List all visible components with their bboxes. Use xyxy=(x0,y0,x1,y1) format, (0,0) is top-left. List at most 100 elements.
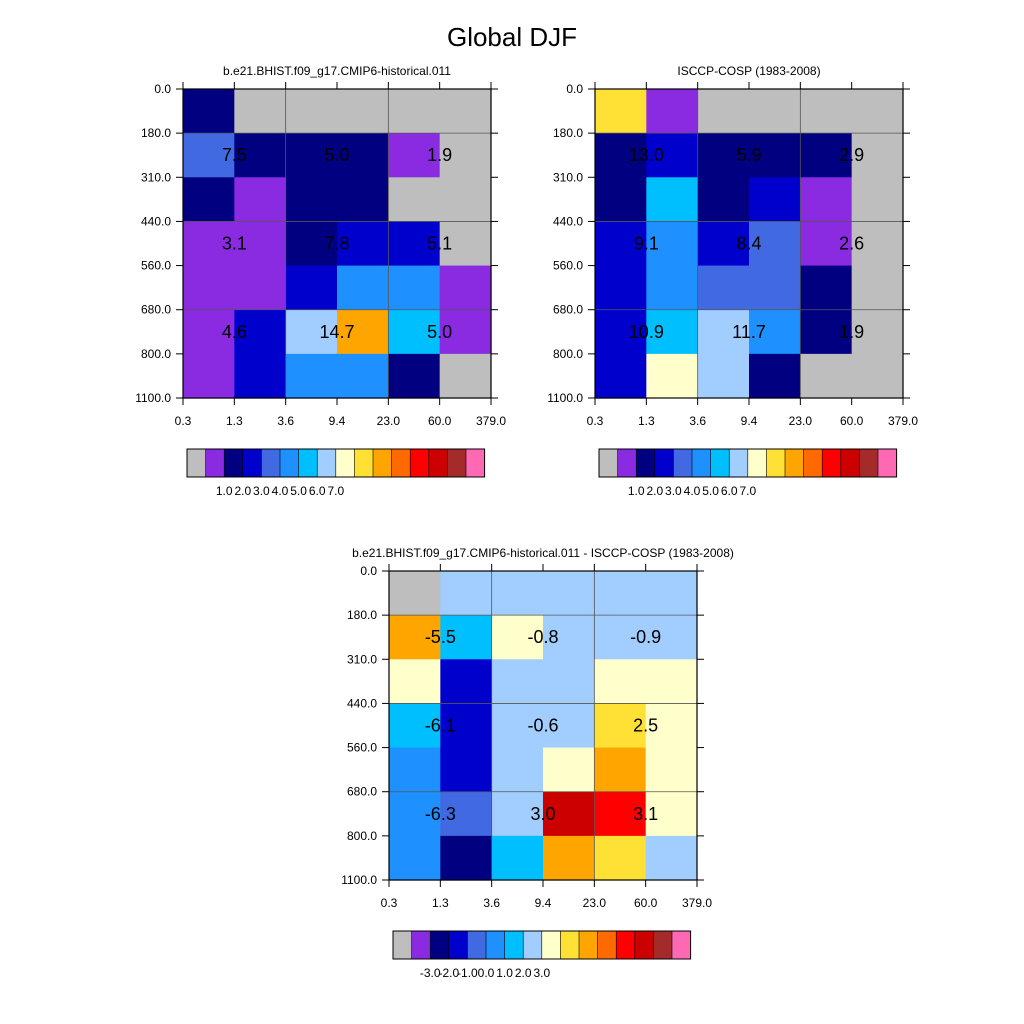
colorbar-swatch xyxy=(447,449,467,477)
y-tick-label: 1100.0 xyxy=(341,873,377,887)
panel-observations: ISCCP-COSP (1983-2008) 0.3 1.3 3.6 9.4 23.0 60… xyxy=(547,64,918,498)
colorbar-swatch xyxy=(541,931,561,959)
colorbar-label: 5.0 xyxy=(290,484,307,498)
colorbar-label: 6.0 xyxy=(721,484,738,498)
y-tick-label: 180.0 xyxy=(141,126,171,140)
y-tick-label: 800.0 xyxy=(347,829,377,843)
heatmap-cell xyxy=(183,353,235,399)
x-tick-label: 60.0 xyxy=(840,414,864,428)
panel-title: b.e21.BHIST.f09_g17.CMIP6-historical.011… xyxy=(352,546,734,560)
data-label: 1.9 xyxy=(427,145,452,165)
colorbar-swatch xyxy=(466,449,485,477)
heatmap-cell xyxy=(183,265,235,311)
colorbar-swatch xyxy=(840,449,860,477)
x-tick-label: 9.4 xyxy=(535,896,552,910)
colorbar-swatch xyxy=(692,449,711,477)
heatmap-cell xyxy=(851,265,904,311)
colorbar-frame xyxy=(598,448,898,478)
heatmap-cell xyxy=(439,353,492,399)
heatmap-cell xyxy=(697,353,750,399)
heatmap-cell xyxy=(388,353,441,399)
y-tick-label: 310.0 xyxy=(347,652,377,666)
y-tick-label: 680.0 xyxy=(553,303,583,317)
heatmap-cell xyxy=(749,221,801,267)
heatmap-cell xyxy=(337,221,389,267)
colorbar-swatch xyxy=(654,449,674,477)
colorbar-label: 4.0 xyxy=(272,484,289,498)
heatmap-cell xyxy=(851,89,904,134)
colorbar-swatch xyxy=(410,449,430,477)
data-label: 5.0 xyxy=(427,322,452,342)
colorbar-swatch xyxy=(224,449,244,477)
heatmap-cell xyxy=(440,659,493,705)
heatmap-cell xyxy=(183,309,235,355)
y-tick-label: 1100.0 xyxy=(547,391,583,405)
y-tick-label: 560.0 xyxy=(553,259,583,273)
heatmap-cell xyxy=(491,835,544,881)
heatmap-cell xyxy=(646,221,699,267)
heatmap-cell xyxy=(645,703,698,749)
heatmap-cell xyxy=(491,747,544,793)
data-label: -6.1 xyxy=(425,716,456,736)
heatmap-cell xyxy=(389,747,441,793)
heatmap-cell xyxy=(543,791,595,837)
colorbar-swatch xyxy=(298,449,318,477)
colorbar-label: 1.0 xyxy=(628,484,645,498)
heatmap-cell xyxy=(594,659,647,705)
heatmap-cell xyxy=(594,571,647,616)
heatmap-cell xyxy=(491,615,544,660)
colorbar-swatch xyxy=(636,449,656,477)
heatmap-cell xyxy=(440,571,493,616)
data-label: 7.8 xyxy=(324,234,349,254)
heatmap-cell xyxy=(183,133,235,178)
y-tick-label: 440.0 xyxy=(141,214,171,228)
heatmap-cell xyxy=(389,659,441,705)
heatmap-cell xyxy=(594,747,647,793)
heatmap-cell xyxy=(389,835,441,881)
heatmap-cell xyxy=(749,89,801,134)
heatmap-cell xyxy=(800,309,853,355)
colorbar-label: 3.0 xyxy=(665,484,682,498)
heatmap-cell xyxy=(646,265,699,311)
heatmap-cell xyxy=(543,703,595,749)
colorbar-swatch xyxy=(448,931,468,959)
heatmap-cell xyxy=(234,265,287,311)
heatmap-cell xyxy=(389,571,441,616)
colorbar-swatch xyxy=(523,931,543,959)
data-label: -0.8 xyxy=(527,627,558,647)
heatmap-cell xyxy=(491,571,544,616)
heatmap-cell xyxy=(183,221,235,267)
x-tick-label: 1.3 xyxy=(432,896,449,910)
y-tick-label: 310.0 xyxy=(141,170,171,184)
colorbar-label: -2.0 xyxy=(438,966,459,980)
heatmap-cell xyxy=(234,133,287,178)
data-label: 7.5 xyxy=(222,145,247,165)
data-label: 13.0 xyxy=(629,145,664,165)
colorbar-swatch xyxy=(261,449,281,477)
heatmap-cell xyxy=(439,221,492,267)
x-tick-label: 3.6 xyxy=(277,414,294,428)
data-label: -5.5 xyxy=(425,627,456,647)
panel-difference: b.e21.BHIST.f09_g17.CMIP6-historical.011… xyxy=(341,546,734,980)
y-tick-label: 680.0 xyxy=(141,303,171,317)
heatmap-cell xyxy=(234,309,287,355)
y-tick-label: 560.0 xyxy=(347,741,377,755)
figure-title: Global DJF xyxy=(447,22,577,52)
data-label: 3.1 xyxy=(222,234,247,254)
data-label: 2.9 xyxy=(839,145,864,165)
colorbar-swatch xyxy=(859,449,879,477)
heatmap-cell xyxy=(491,659,544,705)
heatmap-cell xyxy=(389,791,441,837)
heatmap-cell xyxy=(595,177,647,223)
x-tick-label: 1.3 xyxy=(638,414,655,428)
data-label: 3.1 xyxy=(633,804,658,824)
heatmap-cell xyxy=(543,571,595,616)
data-label: 3.0 xyxy=(530,804,555,824)
heatmap-cell xyxy=(543,659,595,705)
colorbar-swatch xyxy=(597,931,617,959)
colorbar-swatch xyxy=(766,449,786,477)
data-label: 9.1 xyxy=(634,234,659,254)
heatmap-cell xyxy=(388,177,441,223)
colorbar-frame xyxy=(392,930,692,960)
heatmap-cell xyxy=(595,353,647,399)
